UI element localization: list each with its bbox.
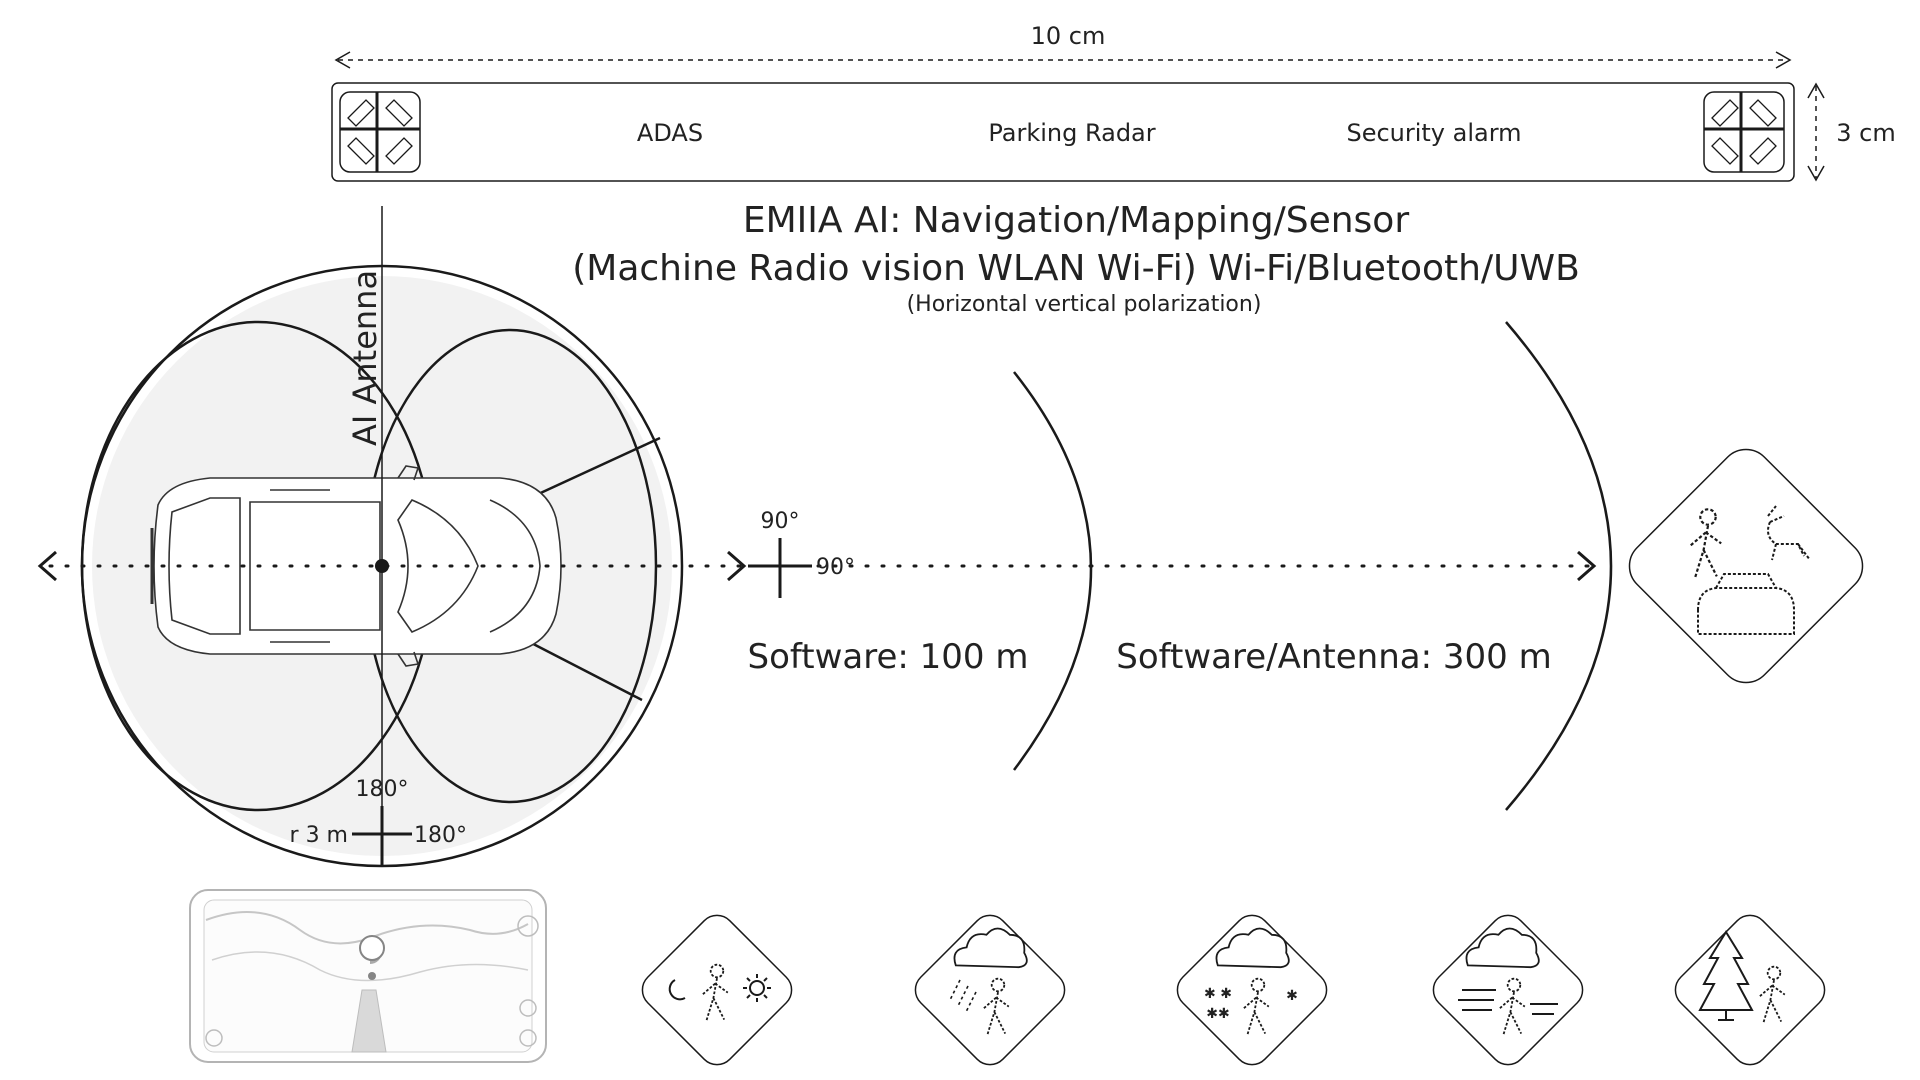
width-label: 10 cm	[1031, 22, 1106, 50]
width-arrowheads	[334, 51, 1792, 69]
tree-pedestrian-icon	[1674, 914, 1826, 1066]
title-line-3: (Horizontal vertical polarization)	[907, 292, 1262, 317]
feature-adas: ADAS	[637, 119, 703, 147]
pedestrian-animal-car-icon	[1628, 448, 1864, 684]
antenna-center	[375, 559, 389, 573]
radius-label: r 3 m	[290, 823, 348, 848]
axis-arrow-right	[1577, 550, 1597, 582]
range-arc-100m	[1013, 371, 1093, 771]
front-angle-top-label: 90°	[761, 509, 800, 534]
sensor-pad-left	[338, 90, 422, 174]
range-label-software: Software: 100 m	[748, 637, 1029, 677]
range-label-software-antenna: Software/Antenna: 300 m	[1116, 637, 1551, 677]
phone-navigation-map-icon	[189, 889, 547, 1063]
feature-parking-radar: Parking Radar	[988, 119, 1155, 147]
antenna-label: AI Antenna	[346, 270, 384, 446]
range-300m: Software/Antenna: 300 m	[1116, 321, 1613, 811]
night-day-pedestrian-icon	[641, 914, 793, 1066]
device-module: 10 cm ADAS Parking Radar Security alarm …	[331, 22, 1896, 182]
snowflakes: ✱ ✱	[1204, 986, 1232, 1002]
snowflakes-right: ✱	[1286, 988, 1298, 1004]
sensor-pad-right	[1702, 90, 1786, 174]
propagation-axis	[37, 550, 1597, 582]
title-block: EMIIA AI: Navigation/Mapping/Sensor (Mac…	[572, 200, 1580, 317]
rain-pedestrian-icon	[914, 914, 1066, 1066]
rear-angle-marker: 180° 180° r 3 m	[290, 777, 467, 866]
rear-angle-right-label: 180°	[414, 823, 467, 848]
fog-pedestrian-icon	[1432, 914, 1584, 1066]
title-line-1: EMIIA AI: Navigation/Mapping/Sensor	[743, 200, 1409, 241]
height-label: 3 cm	[1836, 119, 1895, 147]
snow-pedestrian-icon: ✱ ✱ ✱ ✱✱	[1176, 914, 1328, 1066]
snowflakes-lower: ✱✱	[1206, 1006, 1229, 1022]
device-body	[331, 82, 1795, 182]
range-arc-300m	[1505, 321, 1613, 811]
axis-arrow-mid	[727, 550, 747, 582]
height-arrowheads	[1807, 82, 1825, 182]
front-angle-right-label: 90°	[816, 555, 855, 580]
ai-antenna: AI Antenna	[346, 206, 389, 860]
range-100m: Software: 100 m	[748, 371, 1093, 771]
feature-security-alarm: Security alarm	[1346, 119, 1521, 147]
axis-arrow-left	[37, 550, 57, 582]
rear-angle-top-label: 180°	[356, 777, 409, 802]
title-line-2: (Machine Radio vision WLAN Wi-Fi) Wi-Fi/…	[572, 248, 1580, 289]
front-angle-marker: 90° 90°	[748, 509, 855, 598]
